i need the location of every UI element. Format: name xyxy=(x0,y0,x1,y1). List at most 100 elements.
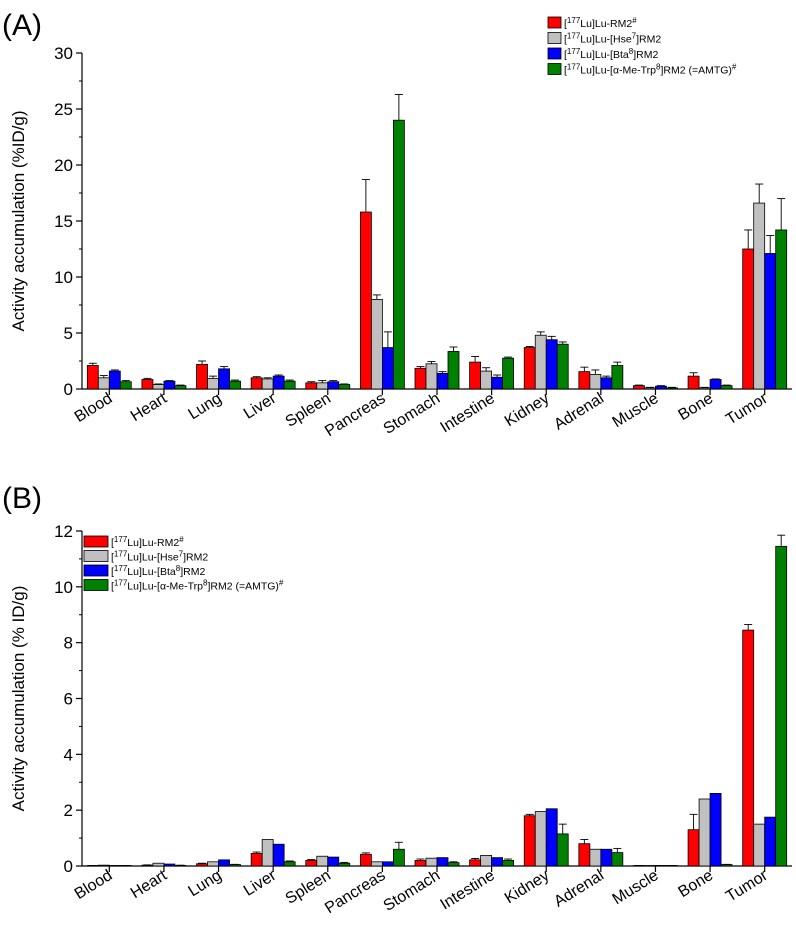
chart-panel-a: (A) 0 5 10 15 20 25 30 Activity accumulation (%I… xyxy=(2,9,792,440)
y-tick-label: 8 xyxy=(64,634,73,653)
bar xyxy=(764,816,777,867)
x-tick-label: Adrenal xyxy=(551,867,607,911)
legend-swatch xyxy=(83,564,109,577)
legend-label: [177Lu]Lu-[α-Me-Trp8]RM2 (=AMTG)# xyxy=(564,63,737,77)
bar xyxy=(250,377,263,390)
bar xyxy=(469,361,482,390)
bar xyxy=(655,865,667,867)
bar xyxy=(218,368,230,390)
bar xyxy=(775,545,788,867)
bar xyxy=(338,862,351,867)
bar xyxy=(381,347,394,390)
bar xyxy=(414,860,427,867)
y-tick-label: 12 xyxy=(54,522,73,541)
y-tick-label: 0 xyxy=(64,857,73,876)
bar xyxy=(655,385,667,390)
bar xyxy=(709,379,722,390)
x-tick-label: Stomach xyxy=(381,867,444,915)
bar xyxy=(370,298,383,390)
bar xyxy=(775,229,788,390)
bar xyxy=(327,381,340,390)
bar xyxy=(414,367,427,390)
legend-swatch xyxy=(547,32,562,44)
bar xyxy=(86,365,99,390)
bar xyxy=(720,864,733,867)
legend-swatch xyxy=(547,63,562,75)
x-tick-label: Intestine xyxy=(437,390,497,437)
legend-swatch xyxy=(83,550,109,562)
x-tick-label: Muscle xyxy=(610,390,662,431)
bar xyxy=(480,854,493,867)
bar xyxy=(152,384,165,390)
bar xyxy=(152,862,165,867)
bar xyxy=(523,815,536,867)
bar xyxy=(392,119,405,390)
bar xyxy=(502,357,515,390)
y-axis-label: Activity accumulation (%ID/g) xyxy=(9,110,28,331)
bar xyxy=(666,387,678,390)
bar xyxy=(556,343,569,390)
bar xyxy=(709,793,722,867)
legend: [177Lu]Lu-RM2#[177Lu]Lu-[Hse7]RM2[177Lu]… xyxy=(547,16,737,77)
bar xyxy=(447,351,460,390)
x-tick-label: Pancreas xyxy=(322,390,388,440)
y-axis-label: Activity accumulation (% ID/g) xyxy=(9,586,28,812)
bar xyxy=(534,811,547,867)
bar xyxy=(764,253,777,390)
bar xyxy=(305,860,318,867)
x-tick-label: Bone xyxy=(675,390,716,424)
bar xyxy=(742,248,755,390)
y-tick-label: 20 xyxy=(54,156,73,175)
bar xyxy=(370,861,383,867)
bar xyxy=(589,848,602,867)
bar xyxy=(491,857,504,867)
x-tick-label: Tumor xyxy=(723,390,771,429)
bar xyxy=(196,363,208,390)
x-tick-label: Muscle xyxy=(610,867,662,908)
bar xyxy=(534,334,547,390)
bar xyxy=(316,382,329,390)
bar xyxy=(491,376,504,390)
x-tick-label: Heart xyxy=(128,390,171,425)
bar xyxy=(261,839,274,867)
bar xyxy=(469,859,482,867)
legend-label: [177Lu]Lu-RM2# xyxy=(564,16,637,30)
bar xyxy=(272,843,285,867)
bar xyxy=(523,347,536,390)
bar xyxy=(545,339,558,390)
bar xyxy=(108,865,121,867)
bar xyxy=(97,864,110,867)
x-tick-label: Stomach xyxy=(381,390,444,438)
x-tick-label: Bone xyxy=(675,867,716,901)
legend-swatch xyxy=(547,47,562,60)
y-tick-label: 15 xyxy=(54,212,73,231)
x-tick-label: Heart xyxy=(128,867,171,902)
bar xyxy=(578,371,591,390)
bar xyxy=(447,862,460,867)
y-tick-label: 2 xyxy=(64,801,73,820)
x-tick-label: Blood xyxy=(72,390,116,426)
bar xyxy=(163,863,176,867)
y-tick-label: 5 xyxy=(64,324,73,343)
bar xyxy=(283,380,296,390)
bar xyxy=(720,385,733,390)
bar xyxy=(753,202,766,390)
y-tick-label: 30 xyxy=(54,44,73,63)
x-tick-label: Liver xyxy=(241,867,280,900)
legend-label: [177Lu]Lu-[Hse7]RM2 xyxy=(111,550,208,564)
legend-label: [177Lu]Lu-[Bta8]RM2 xyxy=(564,47,658,61)
y-tick-label: 10 xyxy=(54,268,73,287)
bar xyxy=(108,370,121,390)
bar xyxy=(229,864,241,867)
bar xyxy=(436,372,449,390)
bar xyxy=(698,798,711,867)
bar xyxy=(97,377,110,390)
bar xyxy=(436,857,449,867)
bar xyxy=(119,381,132,390)
y-tick-label: 25 xyxy=(54,100,73,119)
x-tick-label: Liver xyxy=(241,390,280,423)
bar xyxy=(359,211,372,390)
bar xyxy=(316,855,329,867)
bar xyxy=(644,387,656,390)
